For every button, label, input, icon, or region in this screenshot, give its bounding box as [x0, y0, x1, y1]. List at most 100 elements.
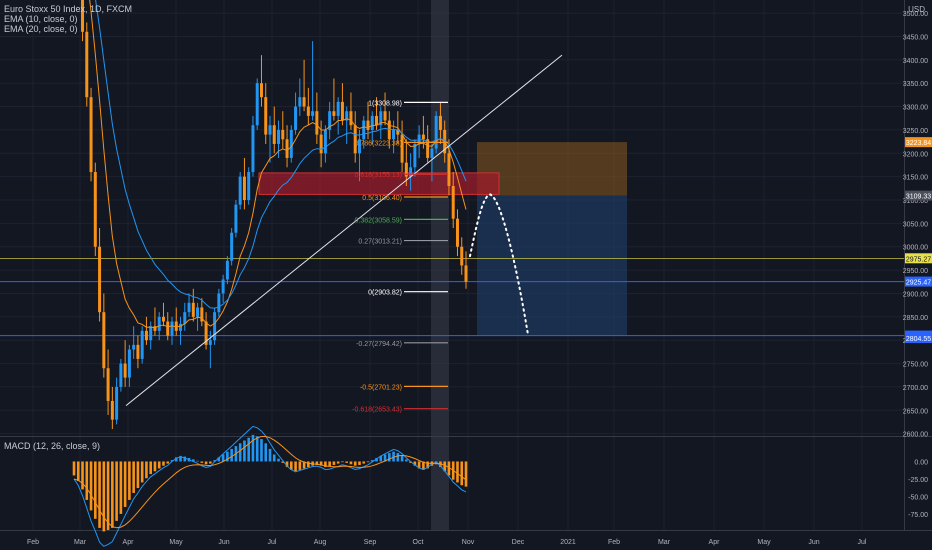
macd-bar: [413, 461, 417, 466]
candle: [93, 171, 97, 247]
macd-bar: [358, 461, 361, 465]
time-tick-label: Aug: [314, 539, 327, 546]
candle: [294, 106, 298, 130]
price-badge: [905, 190, 932, 201]
time-tick-label: 2021: [560, 539, 576, 546]
macd-bar: [145, 461, 148, 479]
price-tick-label: 2650.00: [903, 408, 928, 415]
candle: [204, 321, 208, 345]
time-tick-label: Apr: [123, 539, 135, 546]
macd-bar: [94, 461, 97, 519]
ema20-line: [95, 0, 467, 309]
candle: [166, 321, 170, 336]
ema10-legend[interactable]: EMA (10, close, 0): [4, 14, 78, 24]
candle: [451, 185, 455, 219]
macd-bar: [439, 461, 442, 468]
candle: [183, 312, 187, 324]
candle: [392, 129, 396, 140]
candle: [421, 134, 425, 140]
macd-bar: [285, 461, 289, 468]
candle: [170, 321, 174, 336]
candle: [81, 0, 85, 32]
macd-bar: [132, 461, 135, 493]
price-tick-label: 3400.00: [903, 58, 928, 65]
macd-bar: [255, 436, 259, 462]
candle: [140, 330, 144, 359]
fib-level-label: 0.27(3013.21): [358, 239, 402, 246]
macd-bar: [456, 461, 459, 483]
macd-bar: [349, 461, 353, 465]
candle: [200, 307, 204, 322]
macd-bar: [166, 461, 170, 464]
macd-bar: [341, 461, 344, 463]
candle: [102, 312, 106, 369]
macd-bar: [136, 461, 140, 489]
macd-bar: [324, 461, 327, 468]
macd-bar: [396, 453, 400, 462]
candle: [153, 326, 157, 331]
candle: [302, 97, 306, 107]
candle: [455, 218, 459, 247]
macd-bar: [345, 461, 348, 463]
macd-bar: [85, 461, 89, 500]
price-tick-label: 2750.00: [903, 362, 928, 369]
macd-bar: [290, 461, 293, 470]
macd-bar: [272, 454, 276, 462]
candle: [149, 326, 153, 341]
candle: [234, 204, 238, 233]
candle: [187, 302, 191, 313]
candle: [196, 307, 200, 317]
macd-bar: [332, 461, 336, 465]
macd-bar: [315, 461, 319, 465]
price-tick-label: 2700.00: [903, 385, 928, 392]
macd-bar: [388, 453, 391, 462]
candle: [409, 167, 413, 177]
candle: [375, 115, 379, 126]
macd-bar: [400, 455, 404, 462]
candle: [281, 129, 285, 140]
candle: [179, 323, 183, 331]
macd-bar: [460, 461, 464, 486]
candle: [417, 134, 421, 144]
candle: [208, 340, 212, 345]
macd-bar: [128, 461, 131, 500]
candle: [213, 312, 217, 341]
macd-bar: [294, 461, 297, 472]
price-badge-label: 3109.33: [906, 194, 931, 201]
candle: [85, 31, 89, 98]
macd-bar: [217, 457, 221, 462]
fib-level-label: -0.5(2701.23): [360, 384, 402, 391]
macd-bar: [238, 443, 242, 462]
macd-bar: [89, 461, 93, 511]
candle: [277, 129, 281, 144]
macd-bar: [98, 461, 101, 528]
ema20-legend[interactable]: EMA (20, close, 0): [4, 24, 78, 34]
symbol-title[interactable]: Euro Stoxx 50 Index, 1D, FXCM: [4, 4, 133, 14]
candle: [387, 120, 391, 140]
macd-bar: [362, 461, 366, 464]
macd-bar: [76, 461, 80, 482]
fib-level-label: 0(2903.82): [368, 290, 402, 297]
candle: [225, 260, 229, 280]
time-tick-label: May: [757, 539, 771, 546]
candle: [430, 148, 434, 158]
currency-label: USD: [908, 5, 925, 14]
stop-loss-zone: [477, 142, 627, 196]
chart-legend: Euro Stoxx 50 Index, 1D, FXCM EMA (10, c…: [4, 4, 132, 34]
candle: [264, 97, 268, 135]
macd-bar: [426, 461, 429, 469]
candle: [161, 316, 165, 322]
price-badge-label: 3223.84: [906, 140, 931, 147]
macd-legend[interactable]: MACD (12, 26, close, 9): [4, 441, 101, 451]
candle: [379, 111, 383, 126]
candle: [306, 106, 310, 116]
candle: [289, 129, 293, 158]
macd-bar: [149, 461, 152, 475]
candle: [255, 83, 259, 126]
candle: [366, 120, 370, 130]
candle: [460, 246, 464, 266]
candle: [89, 97, 93, 172]
candle: [340, 101, 344, 121]
price-badge-label: 2925.47: [906, 280, 931, 287]
